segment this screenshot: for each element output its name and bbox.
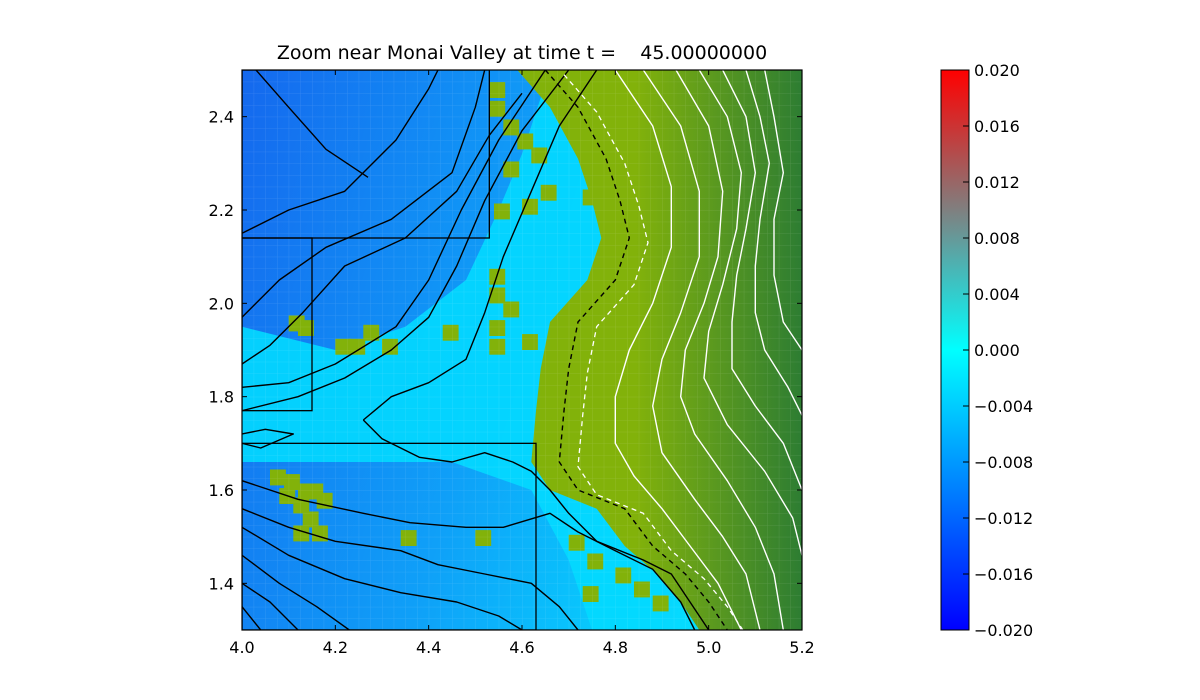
water-contour xyxy=(242,606,262,630)
colorbar-tick-label: −0.008 xyxy=(974,453,1033,472)
amr-patches xyxy=(242,70,537,630)
land-contour xyxy=(745,70,802,416)
y-tick-label: 2.4 xyxy=(209,108,234,127)
y-tick-label: 1.4 xyxy=(209,574,234,593)
colorbar-tick-label: −0.012 xyxy=(974,509,1033,528)
shoreline-contour-white xyxy=(563,74,744,630)
y-tick-label: 1.6 xyxy=(209,481,234,500)
colorbar-ticks: 0.020 0.016 0.012 0.008 0.004 0.000 −0.004 −0.0… xyxy=(963,61,1033,640)
water-contour xyxy=(242,526,523,630)
x-tick-label: 4.8 xyxy=(603,638,628,657)
water-contour xyxy=(242,428,294,449)
y-axis: 1.4 1.6 1.8 2.0 2.2 2.4 xyxy=(209,108,802,593)
contours xyxy=(242,70,802,630)
colorbar-tick-label: −0.004 xyxy=(974,397,1033,416)
colorbar-tick-label: 0.016 xyxy=(974,117,1020,136)
y-tick-label: 2.2 xyxy=(209,201,234,220)
x-tick-label: 5.0 xyxy=(696,638,721,657)
chart-title: Zoom near Monai Valley at time t = 45.00… xyxy=(277,42,767,64)
water-contour xyxy=(362,419,710,630)
land-contour xyxy=(675,70,784,630)
land-contour xyxy=(764,70,802,351)
x-tick-label: 4.0 xyxy=(229,638,254,657)
colorbar-tick-label: 0.020 xyxy=(974,61,1020,80)
amr-patch-outline xyxy=(242,237,313,412)
water-contour xyxy=(242,70,546,388)
colorbar: 0.020 0.016 0.012 0.008 0.004 0.000 −0.004 −0.0… xyxy=(940,61,1033,640)
x-tick-label: 4.4 xyxy=(416,638,441,657)
amr-patch-outline xyxy=(242,70,490,239)
water-contour xyxy=(242,554,350,630)
grid-cells xyxy=(242,70,802,630)
water-contour xyxy=(242,92,523,365)
x-tick-label: 5.2 xyxy=(789,638,814,657)
land-contour xyxy=(722,70,802,491)
water-contour xyxy=(242,582,299,630)
y-tick-label: 2.0 xyxy=(209,294,234,313)
colorbar-tick-label: 0.012 xyxy=(974,173,1020,192)
x-tick-label: 4.6 xyxy=(509,638,534,657)
colorbar-tick-label: 0.008 xyxy=(974,229,1020,248)
x-tick-label: 4.2 xyxy=(323,638,348,657)
shoreline-contour xyxy=(544,70,728,630)
water-contour xyxy=(242,480,696,630)
water-contour xyxy=(242,70,570,412)
water-contour xyxy=(242,508,579,630)
colorbar-tick-label: −0.016 xyxy=(974,565,1033,584)
land-contour xyxy=(614,70,742,630)
colorbar-tick-label: 0.000 xyxy=(974,341,1020,360)
land-contour xyxy=(698,70,802,556)
water-contour xyxy=(255,70,369,178)
colorbar-tick-label: 0.004 xyxy=(974,285,1020,304)
land-contour xyxy=(642,70,761,630)
plot-area xyxy=(242,70,802,630)
water-contour xyxy=(242,70,486,318)
water-contour xyxy=(362,70,598,421)
water-contour xyxy=(242,70,439,234)
colorbar-tick-label: −0.020 xyxy=(974,621,1033,640)
y-tick-label: 1.8 xyxy=(209,388,234,407)
amr-patch-outline xyxy=(242,442,537,630)
x-axis: 4.0 4.2 4.4 4.6 4.8 5.0 5.2 xyxy=(229,70,815,657)
